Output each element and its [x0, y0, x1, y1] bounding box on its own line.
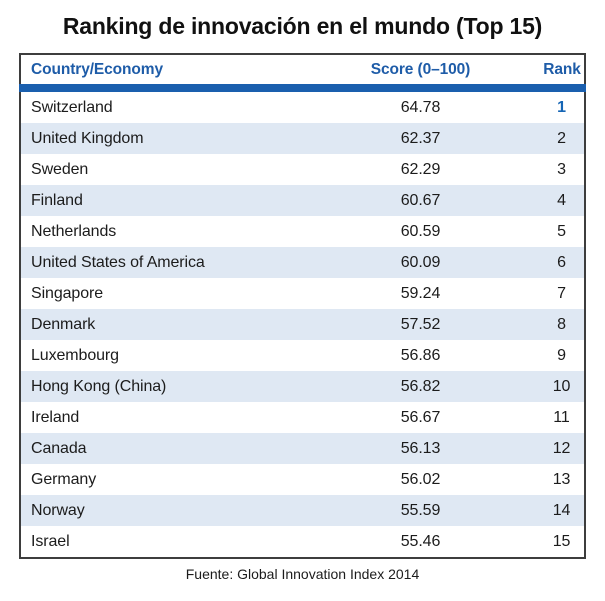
- score-cell: 60.67: [400, 191, 441, 209]
- table-body: Switzerland 64.78 1 United Kingdom 62.37 2 Swe…: [20, 88, 585, 558]
- table-row: Singapore 59.24 7: [20, 278, 585, 309]
- country-cell: Singapore: [31, 284, 104, 302]
- rank-cell: 10: [552, 377, 571, 395]
- country-cell: Sweden: [31, 160, 89, 178]
- country-cell: Netherlands: [31, 222, 117, 240]
- country-cell: United States of America: [31, 253, 205, 271]
- score-cell: 62.29: [400, 160, 441, 178]
- rank-cell: 13: [552, 470, 571, 488]
- country-cell: Germany: [31, 470, 97, 488]
- table-row: Canada 56.13 12: [20, 433, 585, 464]
- score-cell: 56.82: [400, 377, 441, 395]
- country-cell: Israel: [31, 532, 70, 550]
- column-header-score: Score (0–100): [341, 54, 500, 92]
- country-cell: Luxembourg: [31, 346, 119, 364]
- score-cell: 56.13: [400, 439, 441, 457]
- score-cell: 62.37: [400, 129, 441, 147]
- country-cell: Ireland: [31, 408, 80, 426]
- rank-cell: 6: [557, 253, 566, 271]
- rank-cell: 11: [553, 408, 570, 426]
- rank-cell: 4: [557, 191, 566, 209]
- page-title: Ranking de innovación en el mundo (Top 1…: [62, 13, 543, 39]
- country-cell: Finland: [31, 191, 83, 209]
- page: Ranking de innovación en el mundo (Top 1…: [0, 13, 605, 601]
- score-cell: 56.67: [400, 408, 441, 426]
- country-cell: Norway: [31, 501, 85, 519]
- rank-cell: 5: [557, 222, 566, 240]
- country-cell: Hong Kong (China): [31, 377, 167, 395]
- score-cell: 57.52: [400, 315, 441, 333]
- column-header-rank: Rank: [500, 54, 585, 92]
- rank-cell: 15: [552, 532, 571, 550]
- table-row: Switzerland 64.78 1: [20, 88, 585, 123]
- table-row: Germany 56.02 13: [20, 464, 585, 495]
- rank-cell: 12: [552, 439, 571, 457]
- table-header: Country/Economy Score (0–100) Rank: [20, 54, 585, 92]
- table-row: Denmark 57.52 8: [20, 309, 585, 340]
- table-row: Sweden 62.29 3: [20, 154, 585, 185]
- rank-cell: 3: [557, 160, 566, 178]
- table-row: Hong Kong (China) 56.82 10: [20, 371, 585, 402]
- country-cell: Switzerland: [31, 98, 113, 116]
- table-row: Netherlands 60.59 5: [20, 216, 585, 247]
- table-row: Israel 55.46 15: [20, 526, 585, 558]
- score-cell: 64.78: [400, 98, 441, 116]
- header-row: Country/Economy Score (0–100) Rank: [20, 54, 585, 92]
- score-cell: 55.46: [400, 532, 441, 550]
- table-row: Norway 55.59 14: [20, 495, 585, 526]
- score-cell: 60.09: [400, 253, 441, 271]
- score-cell: 56.02: [400, 470, 441, 488]
- source-caption: Fuente: Global Innovation Index 2014: [185, 566, 420, 582]
- innovation-ranking-table: Country/Economy Score (0–100) Rank Switz…: [19, 53, 586, 559]
- table-row: Ireland 56.67 11: [20, 402, 585, 433]
- score-cell: 56.86: [400, 346, 441, 364]
- column-header-country: Country/Economy: [20, 54, 341, 92]
- table-row: United States of America 60.09 6: [20, 247, 585, 278]
- rank-cell: 7: [557, 284, 566, 302]
- country-cell: United Kingdom: [31, 129, 144, 147]
- score-cell: 59.24: [400, 284, 441, 302]
- table-row: Finland 60.67 4: [20, 185, 585, 216]
- rank-cell: 2: [557, 129, 566, 147]
- rank-cell: 8: [557, 315, 566, 333]
- table-row: Luxembourg 56.86 9: [20, 340, 585, 371]
- rank-cell: 1: [557, 98, 566, 116]
- country-cell: Canada: [31, 439, 87, 457]
- rank-cell: 14: [552, 501, 571, 519]
- rank-cell: 9: [557, 346, 566, 364]
- score-cell: 60.59: [400, 222, 441, 240]
- score-cell: 55.59: [400, 501, 441, 519]
- table-row: United Kingdom 62.37 2: [20, 123, 585, 154]
- country-cell: Denmark: [31, 315, 96, 333]
